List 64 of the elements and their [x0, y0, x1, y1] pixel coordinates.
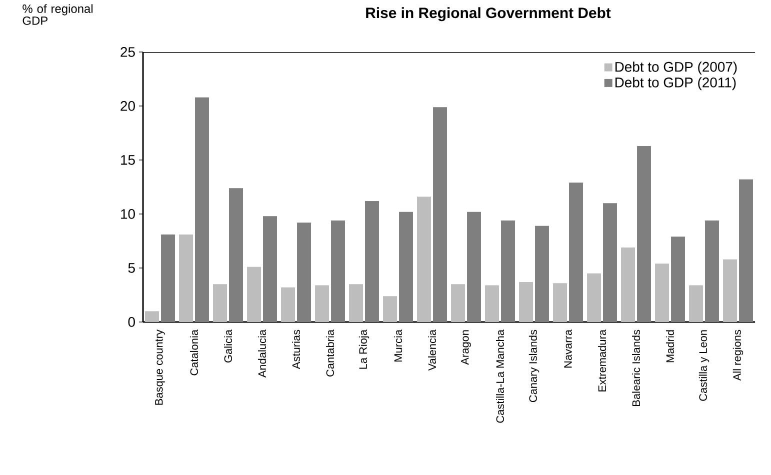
y-tick-label: 25	[120, 47, 135, 57]
bar	[179, 234, 194, 322]
y-tick-label: 5	[128, 263, 135, 273]
x-tick-label: La Rioja	[358, 330, 370, 369]
bar	[229, 188, 244, 322]
y-tick-label: 0	[128, 317, 135, 327]
bar	[637, 146, 652, 322]
x-tick-label: Castilla-La Mancha	[496, 330, 504, 423]
bar	[519, 282, 534, 322]
bar	[621, 247, 636, 322]
x-tick-label: Navarra	[564, 330, 572, 368]
bar	[485, 285, 500, 322]
bar	[161, 234, 176, 322]
bar	[399, 212, 414, 322]
x-tick-label: Catalonia	[190, 330, 198, 376]
bar	[723, 259, 738, 322]
x-tick-label: Murcia	[394, 330, 402, 362]
bar	[263, 216, 278, 322]
bar	[281, 287, 296, 322]
x-tick-label: Basque country	[155, 330, 165, 405]
bar	[331, 220, 346, 322]
bar	[739, 179, 754, 322]
x-tick-label: Extremadura	[598, 330, 606, 392]
bar	[671, 236, 686, 322]
x-tick-label: Canary Islands	[528, 330, 540, 402]
chart-title: Rise in Regional Government Debt	[366, 7, 611, 22]
bar	[349, 284, 364, 322]
bar	[587, 273, 602, 322]
x-tick-label: Aragon	[461, 330, 471, 365]
bar	[603, 203, 618, 322]
legend-label: Debt to GDP (2007)	[615, 62, 737, 75]
bar	[655, 264, 670, 322]
legend-label: Debt to GDP (2011)	[615, 77, 736, 90]
bar	[247, 266, 262, 322]
y-axis-title: % of regional GDP	[22, 4, 92, 25]
x-tick-label: Valencia	[428, 330, 436, 371]
x-tick-label: Balearic Islands	[632, 330, 640, 406]
bar	[433, 107, 448, 322]
x-tick-label: Madrid	[666, 330, 674, 362]
bar	[553, 283, 568, 322]
bar	[315, 285, 330, 322]
y-tick-label: 20	[120, 101, 135, 111]
bar	[145, 311, 160, 322]
y-tick-label: 15	[121, 155, 135, 165]
x-tick-label: Andalucia	[258, 330, 266, 378]
bar	[297, 222, 312, 322]
bar	[467, 212, 482, 322]
x-tick-label: Galicia	[224, 330, 232, 362]
x-tick-label: Castilla y Leon	[698, 330, 710, 401]
bar	[213, 284, 228, 322]
bar	[501, 220, 516, 322]
bar	[535, 226, 550, 322]
bar	[705, 220, 720, 322]
bar	[451, 284, 466, 322]
bar	[417, 196, 432, 322]
bar	[195, 97, 210, 322]
x-tick-label: Cantabria	[326, 330, 334, 376]
bar	[689, 285, 704, 322]
y-tick-label: 10	[121, 209, 135, 219]
bar	[365, 201, 380, 322]
x-tick-label: All regions	[732, 330, 744, 381]
bar	[569, 182, 584, 322]
bar	[383, 296, 398, 322]
x-tick-label: Asturias	[292, 330, 300, 370]
